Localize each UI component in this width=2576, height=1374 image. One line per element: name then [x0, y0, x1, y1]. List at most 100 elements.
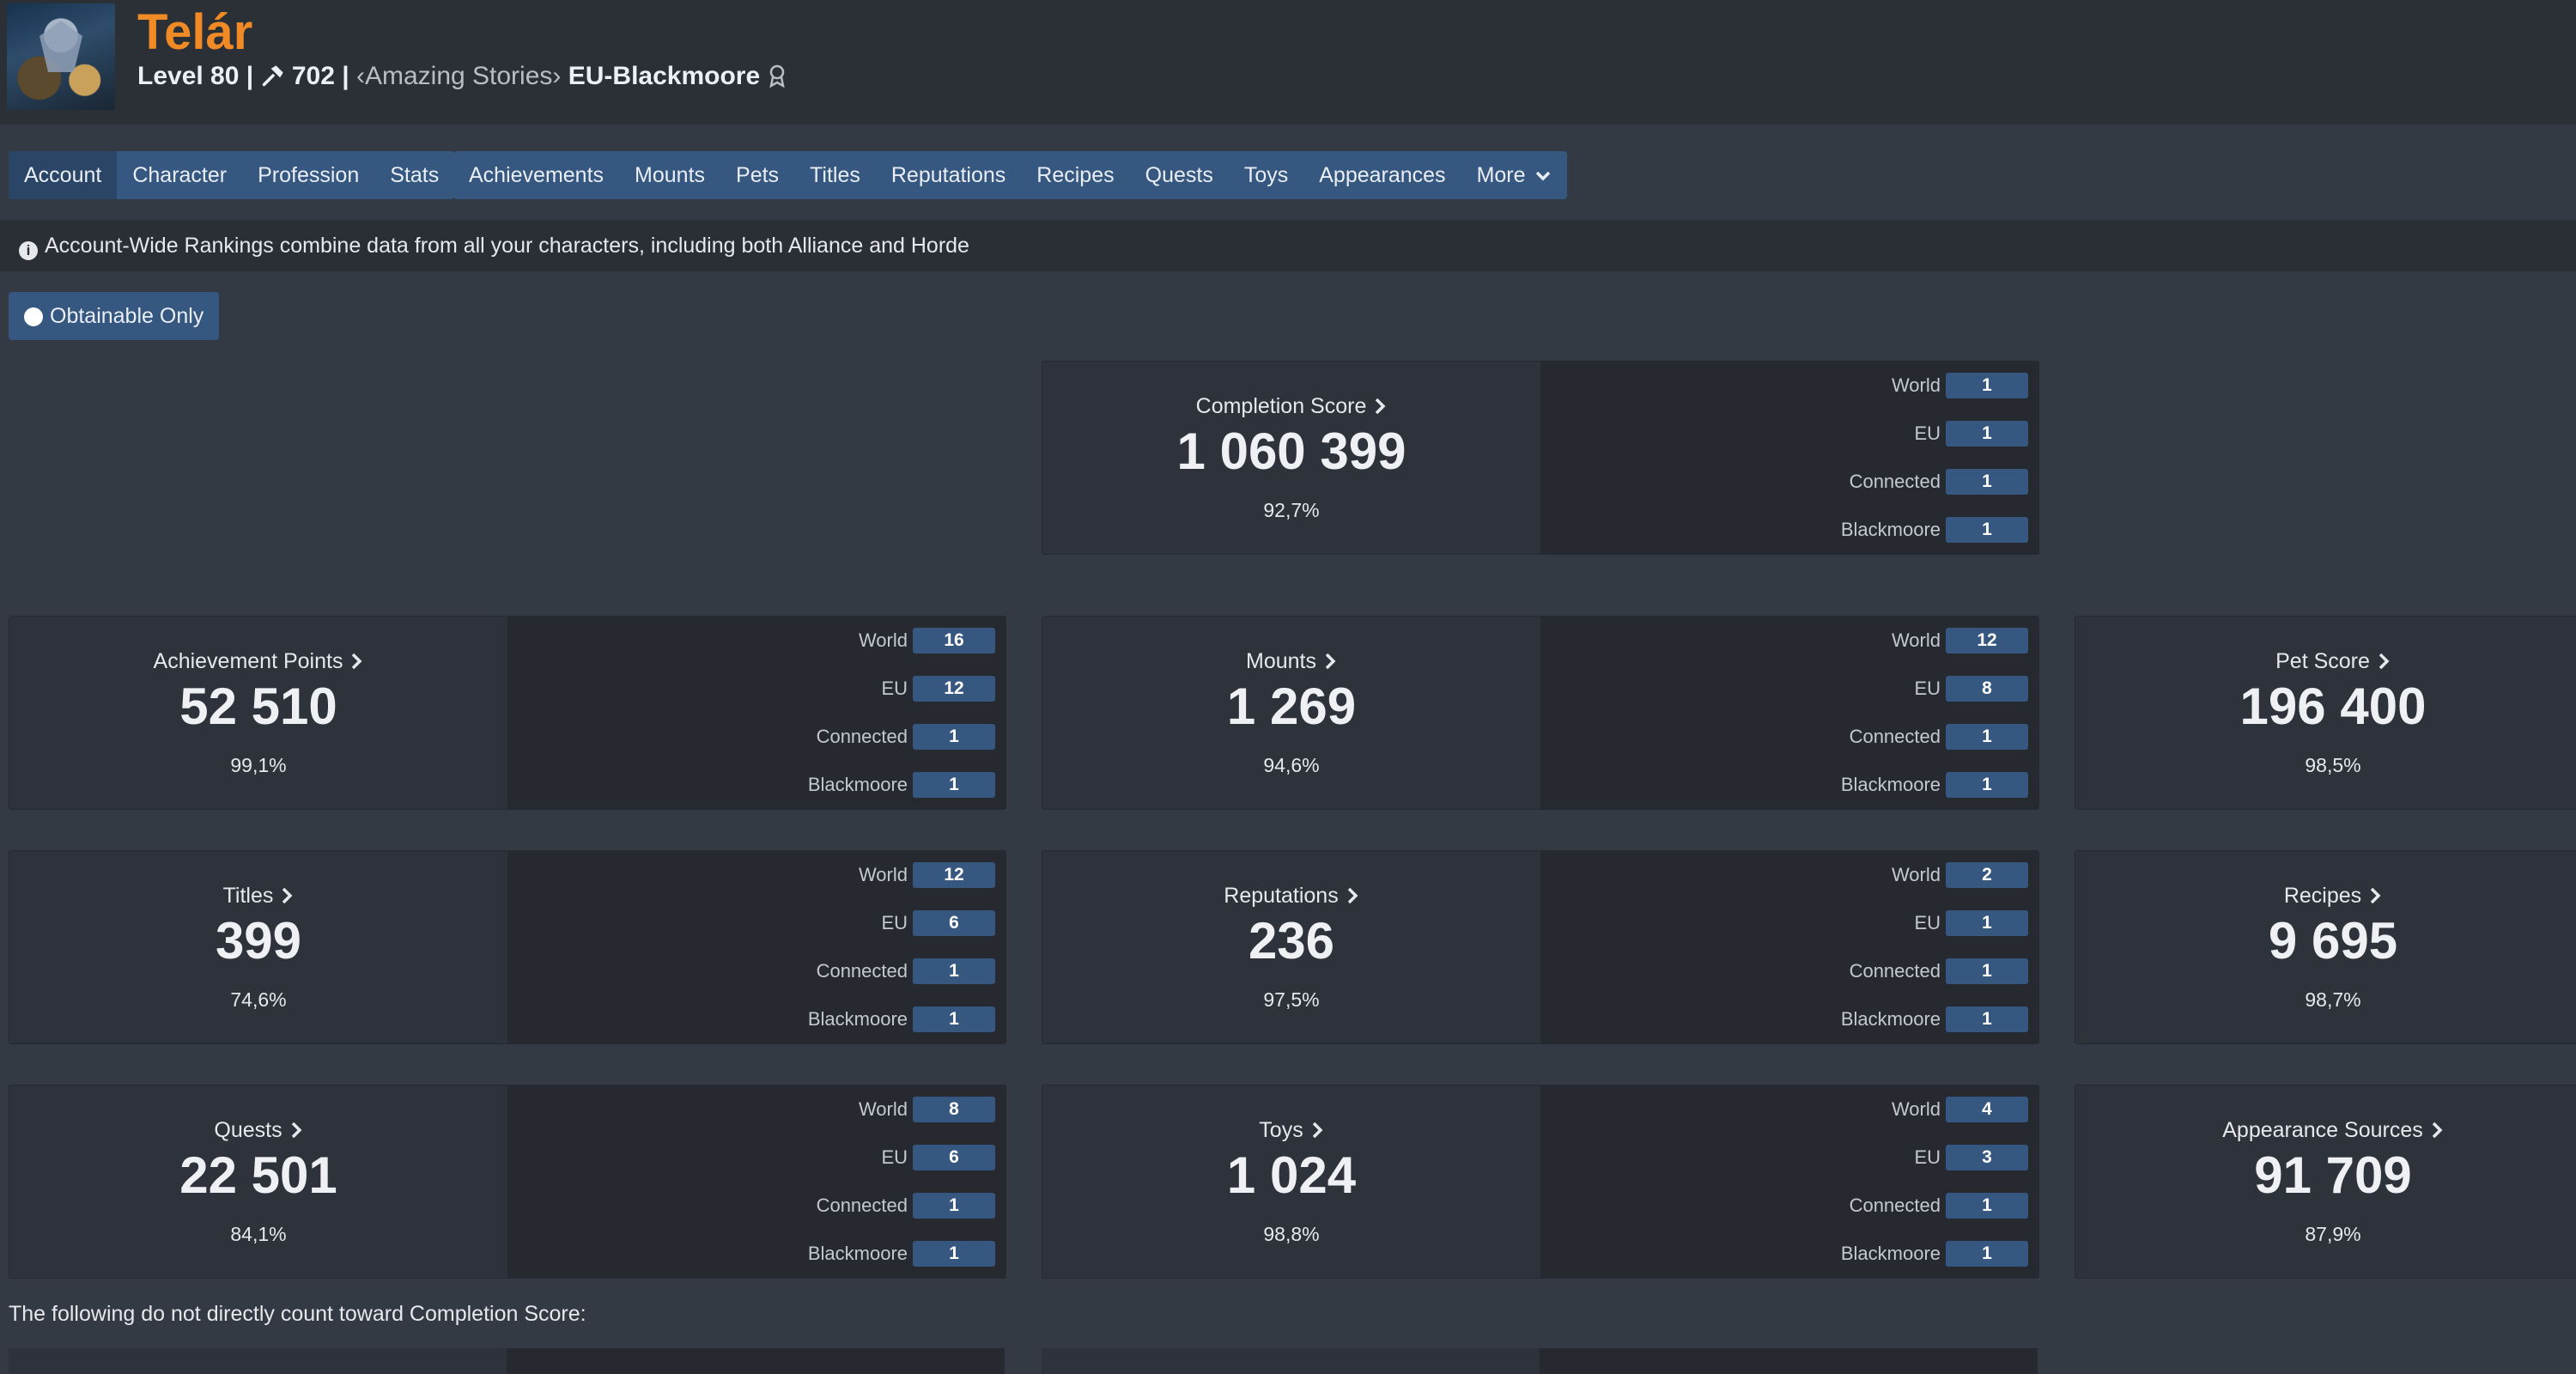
- rank-badge[interactable]: 12: [913, 676, 995, 702]
- rank-panel: World 1 EU 1 Connected 1 Blackmoore 1: [1540, 362, 2038, 554]
- rank-label: Connected: [1849, 726, 1941, 747]
- rank-badge[interactable]: 8: [1946, 676, 2028, 702]
- rank-label: World: [1891, 374, 1941, 396]
- rank-badge[interactable]: 1: [1946, 958, 2028, 984]
- rank-badge[interactable]: 1: [1946, 421, 2028, 447]
- stat-title-link[interactable]: Appearance Sources: [2075, 1118, 2576, 1143]
- stat-title: Titles: [222, 884, 274, 908]
- tab-character[interactable]: Character: [132, 163, 228, 187]
- rank-badge[interactable]: 6: [913, 910, 995, 936]
- tab-recipes[interactable]: Recipes: [1036, 163, 1115, 187]
- stat-title: Quests: [214, 1118, 283, 1142]
- stat-title-link[interactable]: Mounts: [1042, 649, 1540, 674]
- stat-card-mounts: Mounts 1 269 94,6% World 12 EU 8 Connected 1 Blac…: [1042, 616, 2039, 810]
- stat-percent: 98,8%: [1263, 1223, 1320, 1245]
- stat-title-link[interactable]: Completion Score: [1042, 394, 1540, 419]
- rank-badge[interactable]: 1: [913, 1193, 995, 1219]
- rank-row-realm: Blackmoore 1: [1841, 516, 2028, 544]
- rank-label: EU: [1914, 912, 1941, 933]
- rank-badge[interactable]: 1: [913, 1006, 995, 1032]
- rank-badge[interactable]: 1: [1946, 1193, 2028, 1219]
- rank-badge[interactable]: 1: [1946, 910, 2028, 936]
- chevron-right-icon: [2370, 887, 2381, 904]
- rank-label: Connected: [816, 1195, 908, 1216]
- rank-panel: World 4 EU 3 Connected 1 Blackmoore 1: [1540, 1085, 2038, 1278]
- stat-title-link[interactable]: Recipes: [2075, 884, 2576, 909]
- item-level: 702 |: [291, 62, 349, 90]
- rank-badge[interactable]: 1: [1946, 1241, 2028, 1267]
- rank-label: Blackmoore: [1840, 774, 1941, 795]
- rank-badge[interactable]: 1: [1946, 772, 2028, 798]
- obtainable-only-toggle[interactable]: Obtainable Only: [9, 292, 220, 340]
- tab-profession[interactable]: Profession: [258, 163, 360, 187]
- rank-badge[interactable]: 1: [913, 958, 995, 984]
- stat-title-link[interactable]: Titles: [9, 884, 507, 909]
- rank-badge[interactable]: 1: [913, 1241, 995, 1267]
- stat-title-link[interactable]: Reputations: [1042, 884, 1540, 909]
- rank-badge[interactable]: 4: [1946, 1097, 2028, 1122]
- info-text: Account-Wide Rankings combine data from …: [45, 234, 969, 258]
- rank-badge[interactable]: 16: [913, 628, 995, 654]
- rank-badge[interactable]: 12: [913, 862, 995, 888]
- chevron-right-icon: [352, 653, 362, 670]
- rank-row-realm: Blackmoore 1: [1841, 1006, 2028, 1033]
- rank-badge[interactable]: 1: [913, 724, 995, 750]
- rank-badge[interactable]: 12: [1946, 628, 2028, 654]
- realm-name[interactable]: EU-Blackmoore: [568, 62, 761, 90]
- stat-value: 1 269: [1226, 678, 1357, 735]
- tab-achievements[interactable]: Achievements: [469, 163, 605, 187]
- rank-badge[interactable]: 1: [913, 772, 995, 798]
- rank-label: EU: [881, 1146, 908, 1168]
- tab-more[interactable]: More: [1461, 151, 1568, 199]
- rank-badge[interactable]: 1: [1946, 373, 2028, 398]
- rank-badge[interactable]: 1: [1946, 517, 2028, 543]
- chevron-right-icon: [1376, 398, 1386, 415]
- stat-value: 236: [1248, 912, 1335, 970]
- stat-value: 399: [215, 912, 302, 970]
- rank-badge[interactable]: 3: [1946, 1145, 2028, 1170]
- chevron-right-icon: [2432, 1122, 2443, 1139]
- rank-badge[interactable]: 1: [1946, 469, 2028, 495]
- stat-title-link[interactable]: Quests: [9, 1118, 507, 1143]
- tab-stats[interactable]: Stats: [390, 163, 440, 187]
- stat-value: 1 060 399: [1176, 423, 1406, 480]
- rank-badge[interactable]: 2: [1946, 862, 2028, 888]
- rank-row-world: World 16: [859, 627, 995, 654]
- rank-label: Connected: [816, 960, 908, 982]
- rank-badge[interactable]: 8: [913, 1097, 995, 1122]
- non-score-note: The following do not directly count towa…: [9, 1302, 586, 1326]
- tab-pets[interactable]: Pets: [736, 163, 780, 187]
- tab-mounts[interactable]: Mounts: [635, 163, 706, 187]
- stat-title: Recipes: [2283, 884, 2362, 908]
- rank-badge[interactable]: 1: [1946, 1006, 2028, 1032]
- rank-row-connected: Connected 1: [817, 723, 995, 751]
- tab-account[interactable]: Account: [9, 151, 118, 199]
- stat-summary: Appearance Sources 91 709 87,9%: [2075, 1085, 2576, 1278]
- tab-toys[interactable]: Toys: [1243, 163, 1289, 187]
- rank-panel: World 8 EU 6 Connected 1 Blackmoore 1: [507, 1085, 1005, 1278]
- stat-title-link[interactable]: Toys: [1042, 1118, 1540, 1143]
- guild-name[interactable]: ‹Amazing Stories›: [355, 62, 562, 90]
- stat-summary: Reputations 236 97,5%: [1042, 851, 1540, 1043]
- rank-badge[interactable]: 1: [1946, 724, 2028, 750]
- stat-summary: Recipes 9 695 98,7%: [2075, 851, 2576, 1043]
- stat-title-link[interactable]: Pet Score: [2075, 649, 2576, 674]
- stat-card-pets: Pet Score 196 400 98,5%: [2075, 616, 2576, 810]
- tab-appearances[interactable]: Appearances: [1319, 163, 1446, 187]
- stat-percent: 87,9%: [2305, 1223, 2361, 1245]
- tab-quests[interactable]: Quests: [1145, 163, 1213, 187]
- stat-card-appearances: Appearance Sources 91 709 87,9%: [2075, 1085, 2576, 1279]
- stat-card-achievements: Achievement Points 52 510 99,1% World 16 EU 12…: [9, 616, 1006, 810]
- stat-card-reputations: Reputations 236 97,5% World 2 EU 1 Connected 1 Bl…: [1042, 850, 2039, 1044]
- stat-title: Achievement Points: [153, 649, 343, 673]
- rank-badge[interactable]: 6: [913, 1145, 995, 1170]
- chevron-right-icon: [2379, 653, 2390, 670]
- rank-row-realm: Blackmoore 1: [808, 1006, 995, 1033]
- stat-title-link[interactable]: Achievement Points: [9, 649, 507, 674]
- tab-titles[interactable]: Titles: [810, 163, 860, 187]
- stat-value: 196 400: [2239, 678, 2427, 735]
- tab-reputations[interactable]: Reputations: [890, 163, 1006, 187]
- stat-summary: Achievement Points 52 510 99,1%: [9, 617, 507, 809]
- rank-row-eu: EU 12: [881, 675, 995, 702]
- rank-label: Blackmoore: [807, 1243, 908, 1264]
